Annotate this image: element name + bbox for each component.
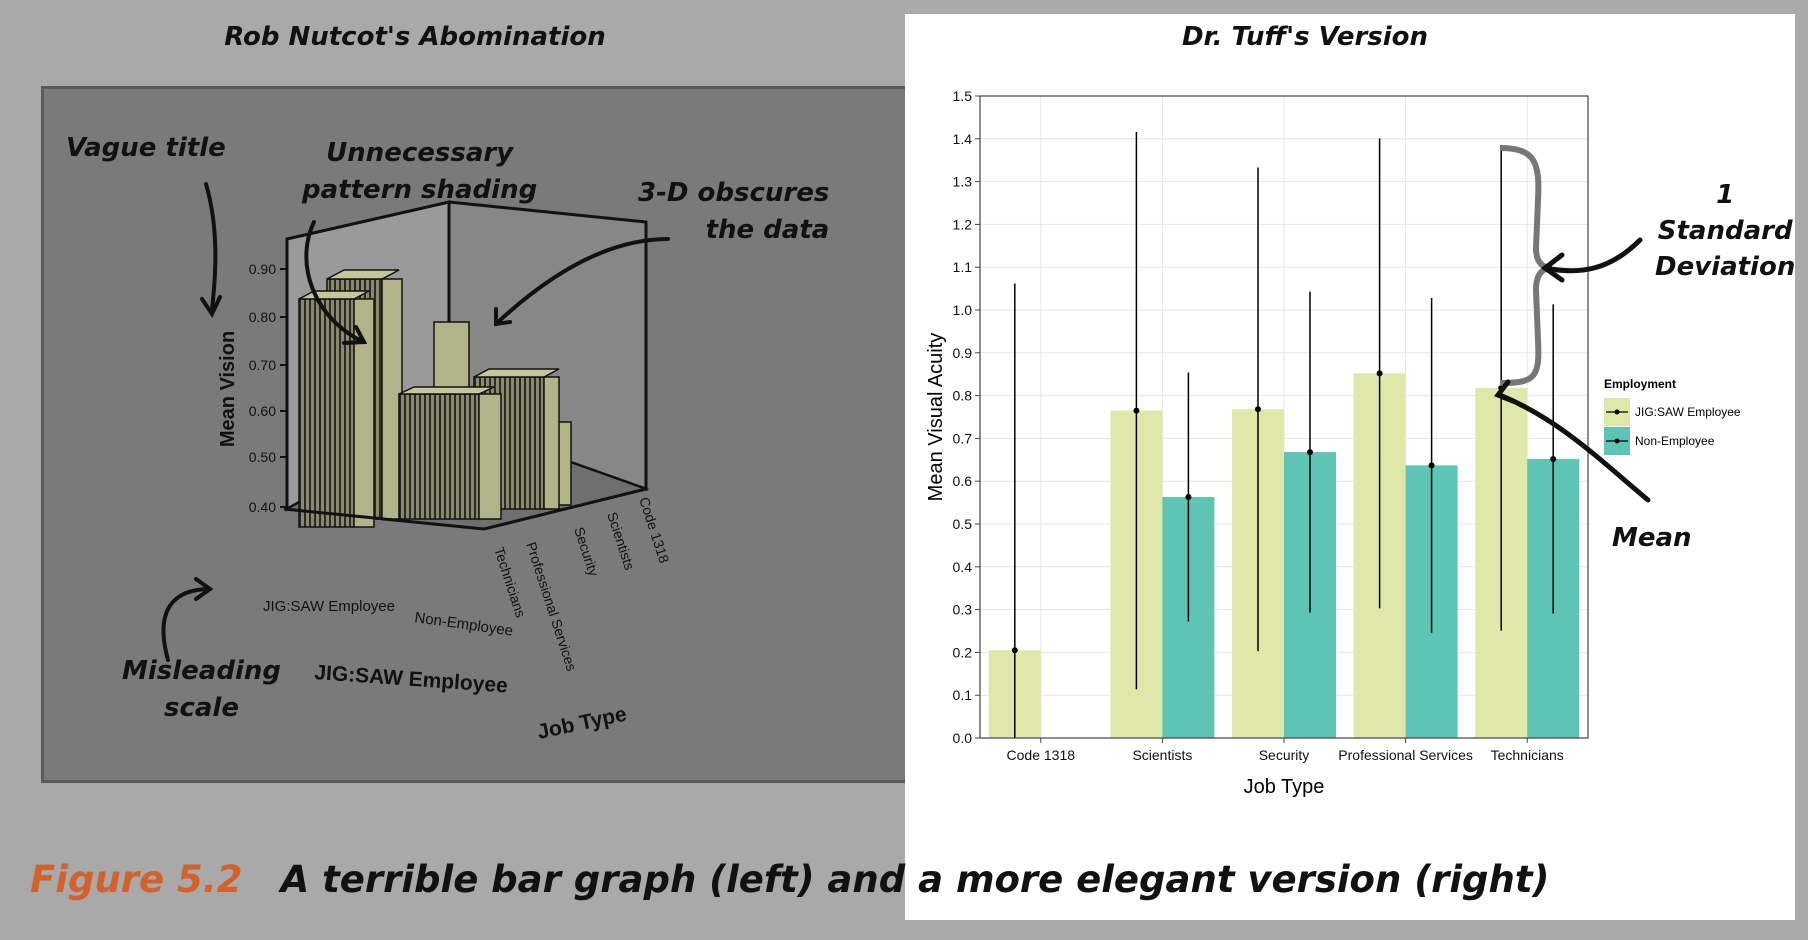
mean-point (1428, 462, 1435, 469)
y-tick-label: 0.6 (953, 473, 973, 489)
mean-point (1255, 406, 1261, 413)
y-tick-label: 0.9 (953, 345, 973, 361)
bad-y-tick: 0.80 (249, 309, 276, 325)
arrow-pattern-shading (304, 220, 366, 344)
y-tick-label: 1.2 (953, 216, 973, 232)
y-tick-label: 0.8 (953, 388, 973, 404)
arrow-vague-title (204, 182, 218, 311)
x-axis-label: Job Type (1244, 776, 1325, 798)
bad-y-tick: 0.60 (249, 403, 276, 419)
legend-label: Non-Employee (1635, 434, 1715, 448)
arrow-mean (1497, 392, 1651, 503)
annotation-pattern-shading: Unnecessary pattern shading (302, 138, 538, 205)
bad-y-tick: 0.50 (249, 449, 276, 465)
annotation-3d: 3-D obscures the data (638, 178, 830, 245)
y-tick-label: 1.4 (953, 131, 973, 147)
good-chart-panel (905, 14, 1795, 920)
plot-frame (979, 95, 1589, 739)
mean-point (1011, 647, 1018, 654)
y-tick-label: 1.0 (953, 302, 973, 318)
legend: Employment JIG:SAW Employee Non-Employee (1604, 377, 1741, 455)
bad-y-tick: 0.90 (249, 261, 276, 277)
x-tick-label: Professional Services (1338, 747, 1473, 763)
arrow-sd (1542, 237, 1643, 274)
legend-label: JIG:SAW Employee (1635, 405, 1741, 419)
y-tick-label: 0.4 (953, 559, 973, 575)
caption-text: A terrible bar graph (left) and a more e… (280, 858, 1550, 901)
right-panel-title: Dr. Tuff's Version (1181, 22, 1429, 52)
annotation-misleading-scale: Misleading scale (122, 656, 281, 723)
bad-y-tick: 0.70 (249, 357, 276, 373)
mean-point (1133, 407, 1140, 414)
figure-caption: Figure 5.2 A terrible bar graph (left) an… (30, 858, 1549, 901)
y-tick-label: 1.5 (953, 88, 973, 104)
y-tick-label: 0.1 (953, 687, 973, 703)
y-axis-label: Mean Visual Acuity (925, 333, 947, 502)
bad-y-tick: 0.40 (249, 499, 276, 515)
mean-point (1376, 370, 1383, 377)
x-tick-label: Scientists (1132, 747, 1192, 763)
y-tick-label: 0.5 (953, 516, 973, 532)
y-tick-label: 0.7 (953, 430, 973, 446)
mean-point (1307, 449, 1313, 456)
bad-x-label-employee: JIG:SAW Employee (263, 598, 395, 615)
figure-label: Figure 5.2 (30, 858, 243, 901)
x-tick-label: Security (1259, 747, 1310, 763)
legend-title: Employment (1604, 377, 1676, 391)
arrow-3d (494, 237, 670, 326)
bad-3d-chart: 0.90 0.80 0.70 0.60 0.50 0.40 Mean Visio… (161, 182, 673, 744)
y-tick-label: 1.3 (953, 174, 973, 190)
y-tick-label: 1.1 (953, 259, 973, 275)
y-tick-label: 0.2 (953, 644, 973, 660)
bad-y-axis-label: Mean Vision (217, 331, 239, 447)
legend-dot (1614, 438, 1620, 444)
left-panel-title: Rob Nutcot's Abomination (224, 22, 606, 52)
x-tick-label: Code 1318 (1007, 747, 1076, 763)
y-tick-label: 0.0 (953, 730, 973, 746)
arrow-misleading-scale (161, 587, 212, 662)
legend-dot (1614, 409, 1620, 415)
x-tick-label: Technicians (1491, 747, 1564, 763)
bad-3d-chart-panel: 0.90 0.80 0.70 0.60 0.50 0.40 Mean Visio… (41, 86, 909, 783)
mean-point (1185, 494, 1192, 501)
annotation-standard-deviation: 1 Standard Deviation (1655, 180, 1796, 282)
mean-point (1550, 455, 1557, 462)
annotation-mean: Mean (1612, 523, 1692, 553)
y-tick-label: 0.3 (953, 602, 973, 618)
annotation-vague-title: Vague title (66, 133, 226, 163)
